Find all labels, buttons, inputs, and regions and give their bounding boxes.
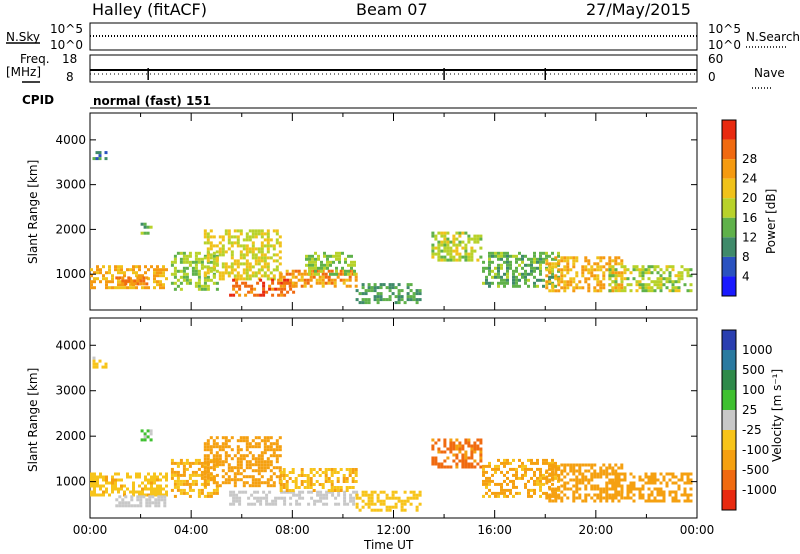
power-colorbar-frame: [721, 119, 737, 297]
power-colorbar-swatch-0: [722, 120, 736, 140]
velocity-region-5: [279, 468, 358, 492]
power-colorbar-tick-6: 28: [742, 152, 757, 166]
power-region-4: [229, 278, 296, 297]
x-tick-label-4: 16:00: [477, 523, 512, 537]
velocity-colorbar-tick-5: -100: [742, 443, 769, 457]
velocity-colorbar-swatch-6: [722, 450, 736, 470]
velocity-colorbar-tick-6: -500: [742, 463, 769, 477]
power-colorbar-tick-3: 16: [742, 211, 757, 225]
power-colorbar-swatch-1: [722, 139, 736, 160]
power-ytick-label-2: 3000: [55, 178, 86, 192]
nsky-tick-top: 10^5: [50, 22, 83, 36]
beam-title: Beam 07: [356, 0, 428, 19]
power-colorbar-swatch-7: [722, 256, 736, 277]
power-ytick-label-0: 1000: [55, 267, 86, 281]
x-tick-label-1: 04:00: [174, 523, 209, 537]
velocity-colorbar-swatch-8: [722, 490, 736, 510]
velocity-region-10: [608, 472, 693, 503]
power-colorbar-tick-1: 8: [742, 250, 750, 264]
freq-label: Freq.: [20, 52, 50, 66]
x-axis-label: Time UT: [364, 538, 414, 552]
nave-tick-top: 60: [708, 52, 724, 66]
power-ytick-label-1: 2000: [55, 222, 86, 236]
velocity-colorbar-tick-3: 25: [742, 403, 757, 417]
x-tick-label-2: 08:00: [275, 523, 310, 537]
power-colorbar-swatch-4: [722, 198, 736, 218]
power-region-1: [115, 276, 149, 286]
velocity-colorbar-swatch-4: [722, 410, 736, 430]
freq-tick-top: 18: [62, 52, 78, 66]
freq-unit: [MHz]: [6, 65, 42, 79]
freq-tick-bottom: 8: [66, 70, 74, 84]
x-tick-label-5: 20:00: [579, 523, 614, 537]
freq-panel-frame: [89, 54, 698, 83]
nave-label: Nave: [754, 66, 785, 80]
power-region-10: [545, 256, 624, 293]
velocity-region-11: [92, 356, 108, 369]
velocity-region-0: [90, 472, 168, 497]
power-panel-frame: [89, 112, 698, 311]
power-region-11: [608, 265, 693, 293]
power-colorbar-swatch-8: [722, 276, 736, 296]
velocity-region-12: [140, 429, 153, 442]
power-colorbar-swatch-5: [722, 217, 736, 238]
nsearch-label: N.Search: [746, 30, 800, 44]
nsky-label: N.Sky: [6, 30, 41, 44]
date-title: 27/May/2015: [586, 0, 691, 19]
power-colorbar-tick-2: 12: [742, 230, 757, 244]
power-region-13: [140, 222, 153, 235]
velocity-colorbar-tick-0: 1000: [742, 343, 773, 357]
velocity-colorbar-swatch-7: [722, 470, 736, 490]
velocity-ytick-label-1: 2000: [55, 429, 86, 443]
velocity-colorbar-swatch-5: [722, 430, 736, 450]
velocity-ytick-label-2: 3000: [55, 384, 86, 398]
power-colorbar-swatch-6: [722, 237, 736, 257]
power-region-6: [305, 251, 356, 276]
power-region-3: [203, 229, 282, 281]
x-tick-label-0: 00:00: [73, 523, 108, 537]
velocity-region-6: [355, 490, 422, 512]
velocity-colorbar-tick-4: -25: [742, 423, 762, 437]
x-tick-label-3: 12:00: [376, 523, 411, 537]
power-colorbar-tick-0: 4: [742, 269, 750, 283]
station-title: Halley (fitACF): [92, 0, 207, 19]
velocity-region-1: [115, 495, 167, 508]
power-ytick-label-3: 4000: [55, 133, 86, 147]
power-region-12: [92, 151, 108, 161]
velocity-region-4: [229, 490, 359, 506]
power-region-7: [355, 283, 422, 305]
nave-tick-bottom: 0: [708, 70, 716, 84]
velocity-colorbar-swatch-3: [722, 390, 736, 410]
cpid-value: normal (fast) 151: [93, 94, 211, 108]
velocity-colorbar-swatch-0: [722, 330, 736, 350]
power-colorbar-tick-4: 20: [742, 191, 757, 205]
power-colorbar-swatch-3: [722, 178, 736, 199]
velocity-colorbar-tick-7: -1000: [742, 483, 777, 497]
velocity-region-7: [431, 438, 483, 469]
velocity-ytick-label-0: 1000: [55, 475, 86, 489]
power-region-8: [431, 231, 483, 262]
cpid-label: CPID: [22, 93, 55, 107]
x-tick-label-6: 00:00: [680, 523, 715, 537]
velocity-colorbar-tick-1: 500: [742, 363, 765, 377]
nsky-tick-bottom: 10^0: [50, 38, 83, 52]
velocity-ytick-label-3: 4000: [55, 338, 86, 352]
velocity-colorbar-tick-2: 100: [742, 383, 765, 397]
velocity-colorbar-swatch-1: [722, 350, 736, 370]
power-colorbar-tick-5: 24: [742, 172, 757, 186]
nsearch-tick-top: 10^5: [708, 22, 741, 36]
velocity-region-3: [203, 436, 282, 488]
velocity-colorbar-swatch-2: [722, 370, 736, 390]
nsearch-tick-bottom: 10^0: [708, 38, 741, 52]
power-region-0: [90, 265, 168, 290]
power-colorbar-swatch-2: [722, 159, 736, 179]
velocity-colorbar-frame: [721, 329, 737, 511]
